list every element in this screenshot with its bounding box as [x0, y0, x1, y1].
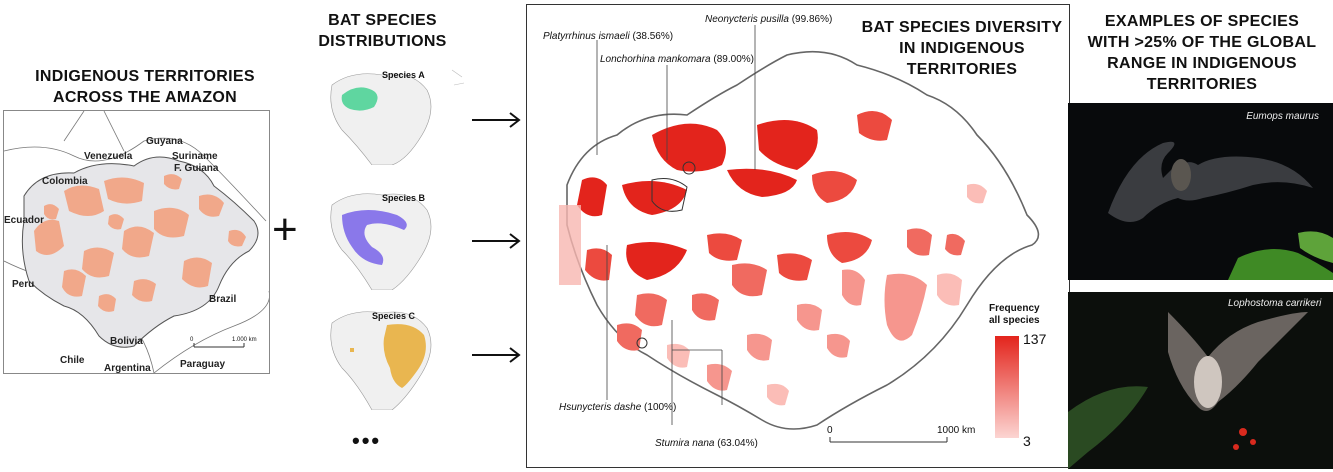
label-venezuela: Venezuela: [84, 151, 133, 162]
ellipsis: •••: [352, 428, 382, 453]
annotation-stumira: Stumira nana (63.04%): [655, 438, 758, 449]
panel1-title-line2: ACROSS THE AMAZON: [52, 89, 238, 106]
scale-end: 1.000 km: [232, 337, 257, 343]
annotation-lonchorhina: Lonchorhina mankomara (89.00%): [600, 54, 754, 65]
label-paraguay: Paraguay: [180, 359, 226, 370]
panel4-title: EXAMPLES OF SPECIES WITH >25% OF THE GLO…: [1072, 11, 1332, 95]
bat-silhouette-2: [1068, 312, 1308, 469]
label-peru: Peru: [12, 279, 35, 290]
annotation-neonycteris: Neonycteris pusilla (99.86%): [705, 14, 833, 25]
label-f-guiana: F. Guiana: [174, 163, 219, 174]
photo-lophostoma-carrikeri: Lophostoma carrikeri: [1068, 292, 1333, 469]
panel4-title-line3: RANGE IN INDIGENOUS: [1107, 55, 1297, 72]
panel4-title-line2: WITH >25% OF THE GLOBAL: [1087, 34, 1317, 51]
annotation-platyrrhinus: Platyrrhinus ismaeli (38.56%): [543, 31, 674, 42]
species-a-map: Species A: [312, 65, 467, 166]
legend-gradient: [995, 336, 1019, 438]
scale-start-panel3: 0: [827, 425, 833, 436]
panel3-title-line1: BAT SPECIES DIVERSITY: [861, 19, 1063, 36]
legend-title-line2: all species: [989, 315, 1040, 326]
species-c-map: Species C: [312, 303, 467, 411]
diversity-map-frame: BAT SPECIES DIVERSITY IN INDIGENOUS TERR…: [526, 4, 1070, 468]
legend-title-line1: Frequency: [989, 303, 1040, 314]
panel3-title-line2: IN INDIGENOUS: [899, 40, 1025, 57]
species-b-map: Species B: [312, 185, 467, 291]
amazon-basemap: [3, 110, 270, 374]
scale-start: 0: [190, 337, 194, 343]
panel1-title: INDIGENOUS TERRITORIES ACROSS THE AMAZON: [10, 66, 280, 108]
species-c-label: Species C: [372, 311, 416, 321]
panel1-title-line1: INDIGENOUS TERRITORIES: [35, 68, 255, 85]
panel2-title-line2: DISTRIBUTIONS: [318, 33, 447, 50]
scale-end-panel3: 1000 km: [937, 425, 976, 436]
caption-eumops-maurus: Eumops maurus: [1246, 111, 1319, 122]
bat-silhouette-1: [1108, 141, 1333, 280]
photo-eumops-maurus: Eumops maurus: [1068, 103, 1333, 280]
panel2-title: BAT SPECIES DISTRIBUTIONS: [300, 10, 465, 52]
diversity-map: [559, 25, 1040, 443]
label-suriname: Suriname: [172, 151, 218, 162]
panel4-title-line4: TERRITORIES: [1146, 76, 1258, 93]
legend-max: 137: [1023, 331, 1047, 347]
species-a-label: Species A: [382, 70, 425, 80]
plus-sign: +: [272, 205, 298, 254]
label-brazil: Brazil: [209, 294, 237, 305]
species-a-basemap: [330, 69, 465, 166]
panel3-title-line3: TERRITORIES: [906, 61, 1018, 78]
caption-lophostoma-carrikeri: Lophostoma carrikeri: [1228, 298, 1322, 309]
panel4-title-line1: EXAMPLES OF SPECIES: [1104, 13, 1300, 30]
species-c-basemap: [330, 311, 432, 411]
label-ecuador: Ecuador: [4, 215, 45, 226]
label-guyana: Guyana: [146, 136, 183, 147]
label-colombia: Colombia: [42, 176, 88, 187]
species-b-basemap: [330, 193, 432, 291]
label-argentina: Argentina: [104, 363, 151, 374]
species-b-label: Species B: [382, 193, 426, 203]
legend-title: Frequency all species: [989, 303, 1040, 327]
annotation-hsunycteris: Hsunycteris dashe (100%): [559, 402, 677, 413]
label-chile: Chile: [60, 355, 85, 366]
panel2-title-line1: BAT SPECIES: [328, 12, 437, 29]
legend-min: 3: [1023, 433, 1031, 449]
label-bolivia: Bolivia: [110, 336, 143, 347]
arrows: [472, 112, 521, 363]
panel3-title: BAT SPECIES DIVERSITY IN INDIGENOUS TERR…: [857, 17, 1067, 80]
indigenous-territories-map: Guyana Venezuela Suriname F. Guiana Colo…: [3, 110, 270, 374]
